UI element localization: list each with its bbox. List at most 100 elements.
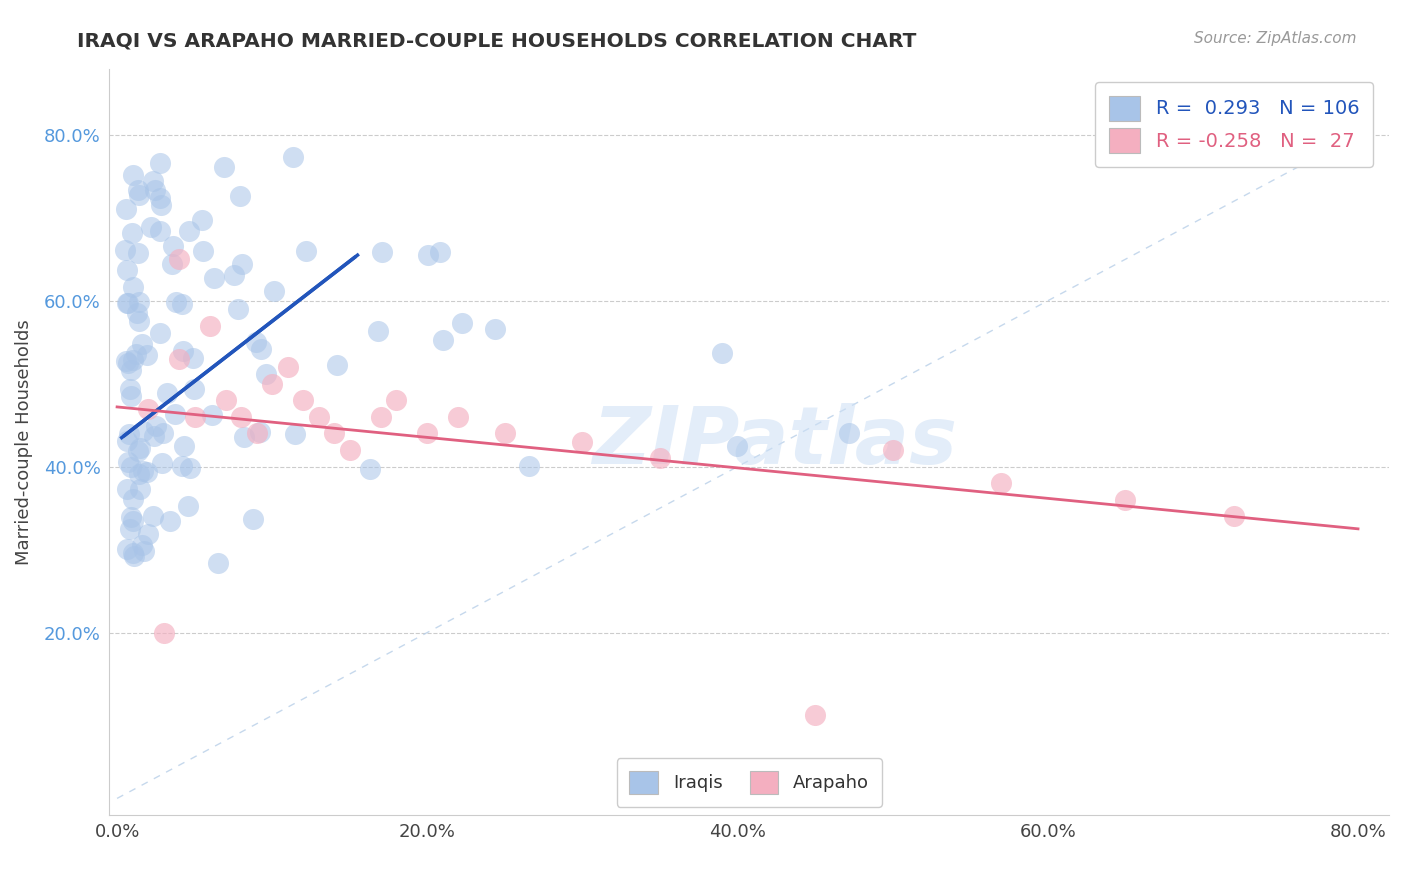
Point <box>181 351 204 365</box>
Point <box>249 343 271 357</box>
Point <box>142 429 165 443</box>
Point <box>233 430 256 444</box>
Point <box>432 333 454 347</box>
Point <box>416 248 439 262</box>
Point <box>254 367 277 381</box>
Point <box>804 708 827 723</box>
Point <box>191 244 214 258</box>
Point <box>117 296 139 310</box>
Point <box>323 426 346 441</box>
Point <box>648 451 671 466</box>
Point <box>159 514 181 528</box>
Point <box>725 439 748 453</box>
Point <box>122 280 145 294</box>
Point <box>142 173 165 187</box>
Point <box>129 441 152 455</box>
Point <box>183 382 205 396</box>
Point <box>183 409 205 424</box>
Point <box>149 191 172 205</box>
Point <box>136 465 159 479</box>
Point <box>135 348 157 362</box>
Point <box>326 359 349 373</box>
Point <box>231 257 253 271</box>
Point <box>127 306 149 320</box>
Point <box>136 401 159 416</box>
Point <box>308 409 330 424</box>
Point <box>127 245 149 260</box>
Point <box>339 443 361 458</box>
Point <box>367 324 389 338</box>
Point <box>131 337 153 351</box>
Point <box>494 426 516 441</box>
Point <box>152 625 174 640</box>
Point <box>263 284 285 298</box>
Point <box>173 439 195 453</box>
Point <box>128 467 150 481</box>
Point <box>447 409 470 424</box>
Point <box>246 426 269 441</box>
Point <box>710 346 733 360</box>
Point <box>156 386 179 401</box>
Y-axis label: Married-couple Households: Married-couple Households <box>15 318 32 565</box>
Point <box>451 316 474 330</box>
Point <box>162 239 184 253</box>
Point <box>152 426 174 441</box>
Text: Source: ZipAtlas.com: Source: ZipAtlas.com <box>1194 31 1357 46</box>
Point <box>165 294 187 309</box>
Point <box>212 160 235 174</box>
Point <box>115 202 138 217</box>
Point <box>150 456 173 470</box>
Point <box>115 263 138 277</box>
Point <box>118 382 141 396</box>
Point <box>131 538 153 552</box>
Point <box>128 314 150 328</box>
Point <box>990 476 1012 491</box>
Point <box>145 419 167 434</box>
Point <box>125 347 148 361</box>
Point <box>202 271 225 285</box>
Point <box>143 182 166 196</box>
Point <box>838 426 860 441</box>
Point <box>129 482 152 496</box>
Point <box>295 244 318 258</box>
Point <box>167 252 190 267</box>
Point <box>128 295 150 310</box>
Point <box>484 322 506 336</box>
Point <box>214 393 236 408</box>
Point <box>191 212 214 227</box>
Point <box>245 335 267 350</box>
Point <box>172 458 194 473</box>
Point <box>121 168 143 182</box>
Point <box>120 389 142 403</box>
Point <box>370 244 392 259</box>
Point <box>120 363 142 377</box>
Point <box>177 224 200 238</box>
Point <box>222 268 245 282</box>
Point <box>115 296 138 310</box>
Point <box>117 482 139 496</box>
Point <box>114 354 136 368</box>
Point <box>115 434 138 449</box>
Point <box>114 244 136 258</box>
Point <box>172 344 194 359</box>
Point <box>149 156 172 170</box>
Point <box>517 458 540 473</box>
Point <box>1114 492 1136 507</box>
Point <box>138 527 160 541</box>
Point <box>1223 509 1246 524</box>
Point <box>117 356 139 370</box>
Point <box>162 257 184 271</box>
Point <box>292 393 315 408</box>
Point <box>429 244 451 259</box>
Point <box>121 515 143 529</box>
Point <box>128 187 150 202</box>
Point <box>122 549 145 563</box>
Point <box>207 556 229 570</box>
Point <box>141 219 163 234</box>
Point <box>127 443 149 458</box>
Point <box>121 546 143 560</box>
Point <box>416 426 439 441</box>
Point <box>385 393 408 408</box>
Point <box>226 301 249 316</box>
Point <box>120 459 142 474</box>
